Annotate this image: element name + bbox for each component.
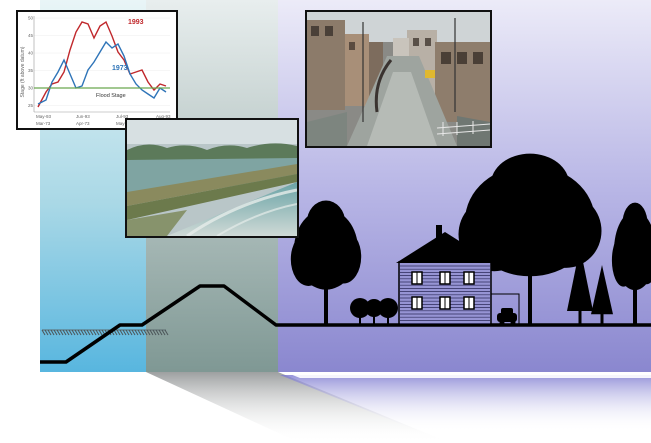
series-1973-label: 1973 [112,65,128,72]
y-tick-label: 35 [28,68,34,73]
house-icon [396,225,520,325]
x-tick-label: Aug-93 [156,114,171,119]
sky [127,120,297,144]
shrub-icon [350,298,370,325]
y-tick-label: 45 [28,33,34,38]
flooded-street-photo [305,10,492,148]
x-tick-label: May-73 [116,121,132,126]
ground-profile [40,284,651,364]
x-tick-label: May-93 [36,114,52,119]
y-tick-label: 30 [28,86,34,91]
x-tick-label: Jul-93 [116,114,129,119]
y-tick-label: 40 [28,51,34,56]
y-axis-label: Stage (ft above datum) [20,46,26,97]
series-1973-line [37,40,167,105]
x-tick-label: Jun-93 [76,114,90,119]
sandbag-wall [374,59,393,113]
shrub-icon [365,299,383,325]
series-1993-line [37,20,167,108]
deciduous-tree-icon [290,200,362,325]
conifer-tree-icon [591,265,613,325]
x-tick-label: Mar-73 [36,121,51,126]
deciduous-tree-icon [458,153,602,325]
levee-crest [127,164,297,206]
conifer-tree-icon [567,247,593,325]
car-icon [497,308,517,326]
y-tick-label: 25 [28,103,34,108]
levee-shadow [146,372,450,443]
levee-overtopping-photo [125,118,299,238]
y-tick-label: 50 [28,16,34,21]
deciduous-tree-icon [611,202,651,325]
shrub-icon [378,298,398,325]
hydrograph-inset: Stage (ft above datum) 1993 1973 Flood S… [16,10,178,130]
x-tick-label: Apr-73 [76,121,90,126]
flood-stage-label: Flood Stage [96,93,126,99]
series-1993-label: 1993 [128,19,144,26]
protected-shadow [280,375,651,432]
